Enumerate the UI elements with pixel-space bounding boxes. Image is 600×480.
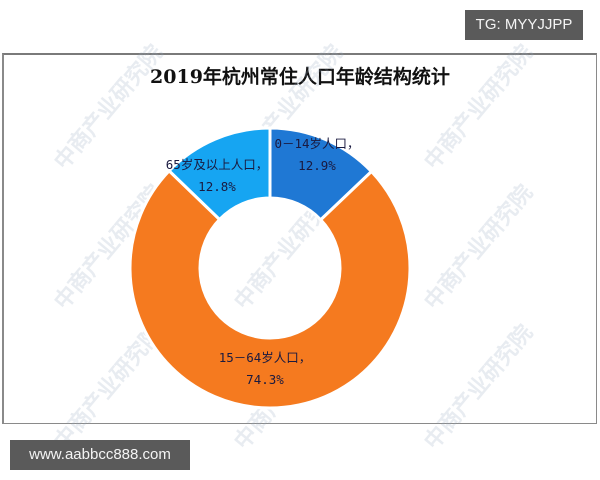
donut-slice bbox=[167, 126, 272, 222]
slice-label-value: 12.8% bbox=[198, 179, 236, 194]
slice-label-0-14: 0－14岁人口， 12.9% bbox=[262, 133, 372, 177]
slice-label-65-plus: 65岁及以上人口， 12.8% bbox=[152, 154, 282, 198]
slice-label-name: 0－14岁人口， bbox=[274, 136, 360, 151]
slice-label-value: 12.9% bbox=[298, 158, 336, 173]
donut-slice bbox=[128, 168, 412, 410]
tg-badge: TG: MYYJJPP bbox=[465, 10, 583, 40]
slice-label-name: 65岁及以上人口， bbox=[165, 157, 269, 172]
slice-label-15-64: 15－64岁人口， 74.3% bbox=[200, 347, 330, 391]
slice-label-value: 74.3% bbox=[246, 372, 284, 387]
slice-label-name: 15－64岁人口， bbox=[218, 350, 312, 365]
url-badge: www.aabbcc888.com bbox=[10, 440, 190, 470]
chart-title: 2019年杭州常住人口年龄结构统计 bbox=[150, 66, 450, 88]
